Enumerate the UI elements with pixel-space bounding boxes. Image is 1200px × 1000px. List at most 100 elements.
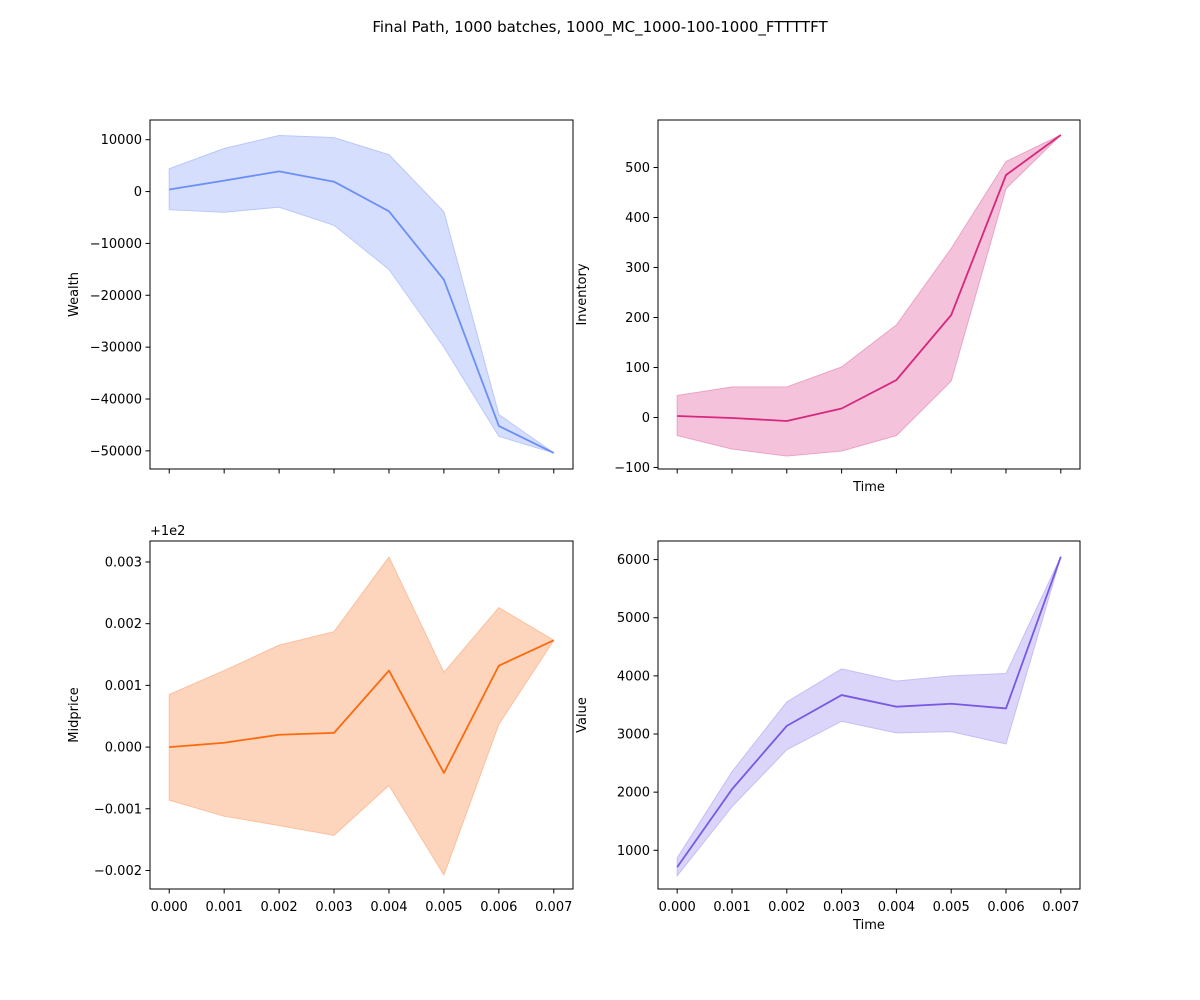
inventory-data-point (839, 406, 844, 411)
value-data-point (1058, 554, 1063, 559)
inventory-ytick-label: 300 (625, 261, 650, 276)
midprice-confidence-band (168, 556, 555, 876)
value-ytick-label: 1000 (617, 844, 650, 859)
midprice-data-point (277, 732, 282, 737)
midprice-data-point (496, 663, 501, 668)
inventory-data-point (675, 414, 680, 419)
midprice-ytick-label: 0.002 (105, 617, 142, 632)
value-xlabel: Time (852, 918, 885, 933)
inventory-xlabel: Time (852, 480, 885, 495)
inventory-ytick-label: 100 (625, 361, 650, 376)
inventory-data-point (729, 416, 734, 421)
value-data-point (729, 787, 734, 792)
midprice-ytick-label: −0.001 (94, 802, 142, 817)
wealth-data-point (222, 178, 227, 183)
wealth-data-point (496, 423, 501, 428)
value-data-point (1004, 706, 1009, 711)
wealth-data-point (441, 277, 446, 282)
inventory-ytick-label: 0 (642, 411, 650, 426)
inventory-data-point (1004, 173, 1009, 178)
midprice-xtick-label: 0.005 (425, 900, 462, 915)
value-xtick-label: 0.006 (987, 900, 1024, 915)
midprice-offset-label: +1e2 (150, 524, 185, 539)
midprice-series-line (169, 639, 555, 774)
midprice-data-point (551, 638, 556, 643)
midprice-xtick-label: 0.007 (535, 900, 572, 915)
wealth-data-point (332, 179, 337, 184)
midprice-data-point (441, 771, 446, 776)
wealth-ytick-label: −10000 (90, 237, 142, 252)
inventory-data-point (784, 419, 789, 424)
value-ytick-label: 4000 (617, 669, 650, 684)
value-data-point (894, 704, 899, 709)
inventory-axes: 500 400 300 200 100 0 −100 Inventory Time (575, 119, 1081, 495)
wealth-ytick-label: −20000 (90, 289, 142, 304)
wealth-data-point (277, 169, 282, 174)
wealth-ytick-label: −40000 (90, 392, 142, 407)
inventory-series-line (677, 134, 1062, 422)
value-xtick-label: 0.000 (659, 900, 696, 915)
value-series-line (676, 556, 1062, 868)
midprice-xtick-label: 0.003 (315, 900, 352, 915)
midprice-ytick-label: 0.003 (105, 555, 142, 570)
inventory-ytick-label: −100 (614, 461, 650, 476)
midprice-xtick-label: 0.001 (206, 900, 243, 915)
midprice-xtick-label: 0.002 (260, 900, 297, 915)
value-ytick-label: 3000 (617, 728, 650, 743)
value-ytick-label: 2000 (617, 786, 650, 801)
value-ytick-label: 5000 (617, 611, 650, 626)
wealth-data-point (551, 450, 556, 455)
value-xtick-label: 0.007 (1042, 900, 1079, 915)
wealth-data-point (386, 209, 391, 214)
wealth-data-point (167, 187, 172, 192)
inventory-ytick-label: 500 (625, 161, 650, 176)
value-xtick-label: 0.005 (933, 900, 970, 915)
inventory-axes-frame (657, 119, 1081, 470)
midprice-xtick-label: 0.004 (370, 900, 407, 915)
midprice-axes: 0.003 0.002 0.001 0.000 −0.001 −0.002 0.000 0.0… (67, 524, 574, 915)
wealth-axes: 10000 0 −10000 −20000 −30000 −40000 −50000 Weal… (67, 119, 574, 474)
midprice-data-point (222, 740, 227, 745)
value-ylabel: Value (575, 697, 590, 733)
wealth-ytick-label: −30000 (90, 341, 142, 356)
value-data-point (675, 865, 680, 870)
value-axes-frame (657, 540, 1081, 890)
wealth-confidence-band (168, 135, 555, 454)
midprice-data-point (386, 668, 391, 673)
value-data-point (949, 701, 954, 706)
value-data-point (839, 693, 844, 698)
midprice-ytick-label: 0.000 (105, 741, 142, 756)
value-data-point (784, 723, 789, 728)
value-xtick-label: 0.003 (823, 900, 860, 915)
value-ytick-label: 6000 (617, 553, 650, 568)
value-axes: 6000 5000 4000 3000 2000 1000 0.000 0.001 0.002 0… (575, 540, 1081, 933)
wealth-ytick-label: 10000 (101, 133, 142, 148)
wealth-ylabel: Wealth (67, 272, 82, 317)
subplots: 100000−10000−20000−30000−40000−50000Weal… (67, 119, 1081, 933)
inventory-ytick-label: 400 (625, 211, 650, 226)
value-confidence-band (676, 556, 1062, 878)
wealth-ytick-label: −50000 (90, 444, 142, 459)
inventory-ytick-label: 200 (625, 311, 650, 326)
midprice-axes-frame (149, 540, 574, 890)
inventory-ylabel: Inventory (575, 263, 590, 325)
wealth-axes-frame (149, 119, 574, 470)
figure-title: Final Path, 1000 batches, 1000_MC_1000-1… (372, 18, 828, 37)
inventory-data-point (894, 378, 899, 383)
midprice-ytick-label: −0.002 (94, 864, 142, 879)
inventory-data-point (949, 313, 954, 318)
midprice-xtick-label: 0.000 (151, 900, 188, 915)
midprice-data-point (167, 745, 172, 750)
inventory-confidence-band (676, 134, 1062, 457)
inventory-data-point (1058, 133, 1063, 138)
value-xtick-label: 0.004 (878, 900, 915, 915)
midprice-data-point (332, 730, 337, 735)
wealth-series-line (169, 170, 555, 454)
midprice-xtick-label: 0.006 (480, 900, 517, 915)
value-xtick-label: 0.002 (768, 900, 805, 915)
midprice-ytick-label: 0.001 (105, 679, 142, 694)
midprice-ylabel: Midprice (67, 687, 82, 742)
wealth-ytick-label: 0 (134, 185, 142, 200)
value-xtick-label: 0.001 (713, 900, 750, 915)
